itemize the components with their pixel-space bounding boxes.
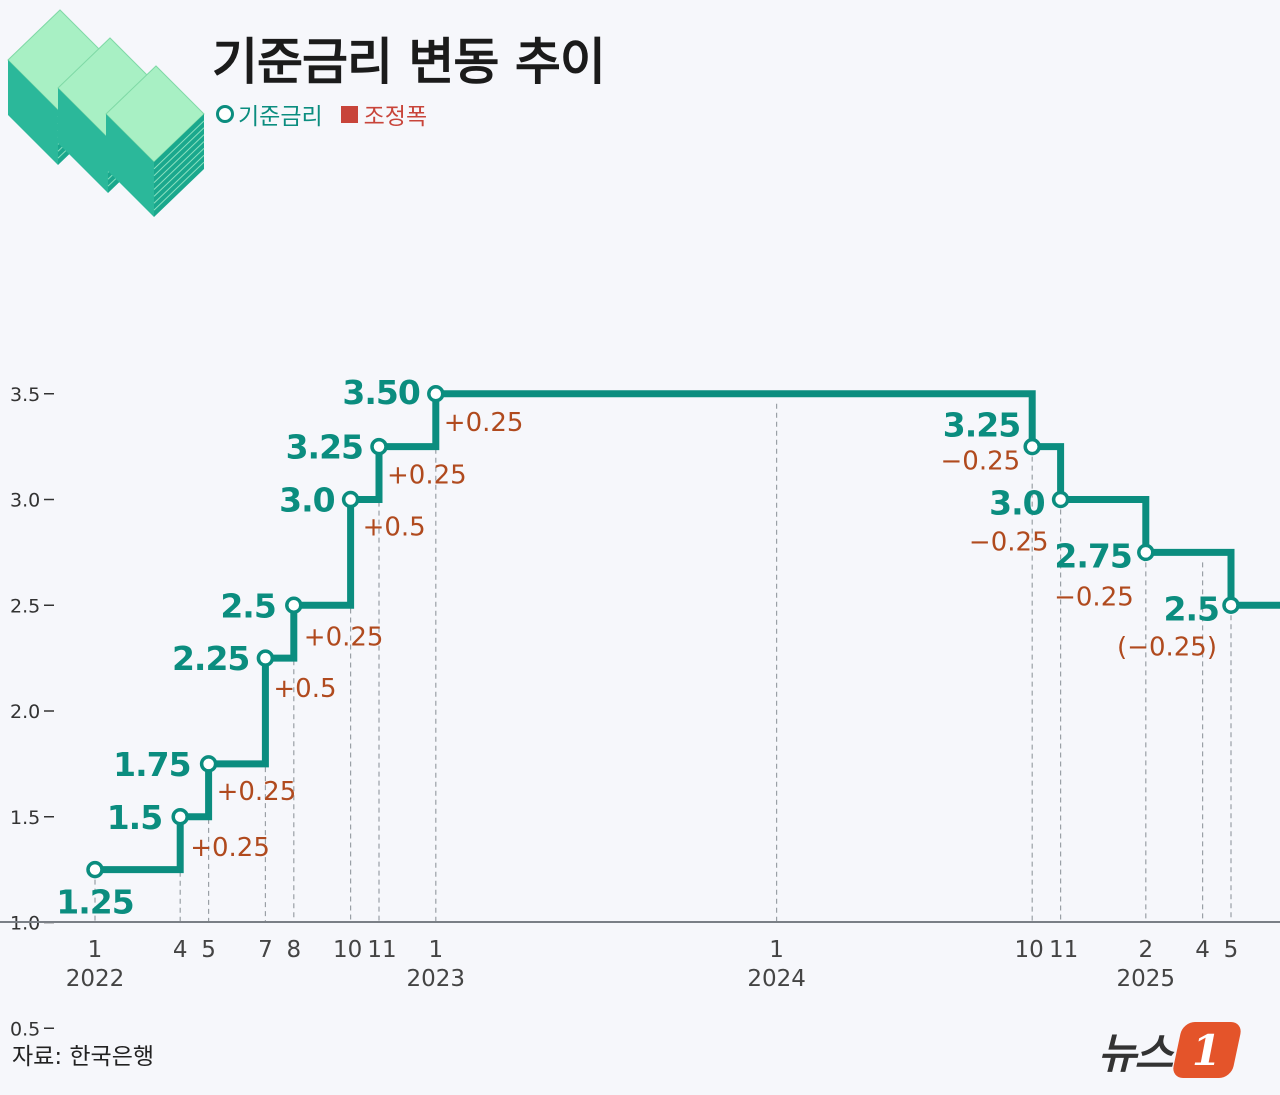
rate-value-label: 3.50: [342, 373, 419, 412]
news1-logo: 뉴스 1: [1098, 1018, 1244, 1082]
axes: 3.53.02.52.01.51.00.51457810111110112457…: [0, 384, 1280, 1040]
x-month-label: 10: [1015, 937, 1044, 963]
x-month-label: 5: [201, 937, 216, 963]
rate-value-label: 2.5: [220, 586, 275, 625]
legend: 기준금리 조정폭: [216, 98, 427, 130]
money-edge: [153, 141, 205, 190]
y-tick-label: 1.0: [10, 913, 40, 935]
rate-value-label: 3.25: [286, 428, 363, 467]
logo-badge: 1: [1171, 1022, 1244, 1078]
rate-point: [341, 490, 360, 509]
x-month-label: 5: [1224, 937, 1239, 963]
rate-point: [199, 755, 218, 773]
rate-legend-marker: [216, 105, 234, 123]
logo-badge-text: 1: [1192, 1025, 1222, 1075]
rate-value-label: 3.0: [989, 484, 1044, 523]
money-edge: [153, 127, 205, 177]
y-tick-label: 3.5: [10, 384, 40, 406]
rate-point: [370, 437, 388, 456]
adjustment-label: −0.25: [941, 447, 1021, 477]
x-month-label: 7: [258, 937, 273, 963]
x-year-label: 2022: [66, 966, 125, 992]
rate-value-label: 3.25: [943, 406, 1020, 445]
adjustment-label: −0.25: [969, 528, 1049, 558]
rate-value-label: 1.75: [113, 745, 190, 784]
adjustment-label: +0.25: [304, 622, 384, 652]
rate-value-label: 3.0: [279, 481, 334, 520]
legend-adjustment-label: 조정폭: [363, 104, 428, 130]
x-month-label: 4: [173, 937, 188, 963]
adjustment-label: +0.25: [190, 833, 270, 863]
y-tick-label: 2.5: [10, 595, 40, 617]
x-year-label: 2025: [1117, 966, 1176, 992]
x-month-label: 8: [286, 937, 301, 963]
rate-value-label: 2.25: [172, 639, 249, 678]
adjustment-label: +0.25: [387, 461, 467, 491]
rate-point: [285, 596, 303, 614]
x-month-label: 1: [88, 937, 103, 963]
x-month-label: 1: [769, 937, 784, 963]
money-side: [8, 60, 58, 165]
x-month-label: 2: [1138, 937, 1153, 963]
x-month-label: 1: [428, 937, 443, 963]
legend-rate-label: 기준금리: [238, 104, 323, 130]
x-year-label: 2024: [747, 966, 806, 992]
logo-text: 뉴스: [1098, 1028, 1173, 1078]
rate-point: [1023, 437, 1041, 456]
money-edge: [153, 154, 205, 204]
rate-value-label: 2.5: [1164, 589, 1219, 628]
y-tick-label: 3.0: [10, 490, 40, 512]
x-month-label: 11: [1049, 937, 1078, 963]
grid-lines: [94, 403, 1232, 922]
data-labels: 1.25 1.5 +0.25 1.75 +0.25 2.25 +0.5 2.5 +0.25 3.0…: [56, 373, 1220, 922]
adjustment-label: (−0.25): [1117, 632, 1217, 662]
x-month-label: 4: [1195, 937, 1210, 963]
money-edge: [153, 161, 205, 211]
rate-point: [1137, 543, 1155, 562]
money-side: [58, 88, 108, 193]
rate-point: [86, 860, 104, 879]
rate-point: [1222, 596, 1240, 614]
money-edge: [153, 148, 205, 197]
rate-point: [171, 808, 189, 826]
x-year-label: 2023: [407, 966, 466, 992]
rate-point: [427, 385, 445, 403]
y-tick-label: 0.5: [10, 1018, 40, 1040]
rate-point: [256, 649, 275, 667]
y-tick-label: 1.5: [10, 807, 40, 829]
adjustment-legend-marker: [340, 105, 358, 123]
rate-value-label: 2.75: [1054, 536, 1131, 575]
adjustment-label: +0.5: [363, 513, 426, 543]
rate-series: [86, 385, 1280, 879]
rate-point: [1051, 490, 1070, 509]
adjustment-label: −0.25: [1054, 582, 1134, 612]
adjustment-label: +0.5: [273, 674, 336, 704]
page-title: 기준금리 변동 추이: [212, 33, 606, 91]
x-month-label: 11: [367, 937, 396, 963]
money-side: [106, 114, 154, 217]
adjustment-label: +0.25: [444, 408, 524, 438]
adjustment-label: +0.25: [217, 777, 297, 807]
rate-value-label: 1.5: [107, 798, 162, 837]
money-stack-icon: [7, 9, 205, 217]
rate-step-line: [95, 390, 1280, 874]
rate-value-label: 1.25: [56, 883, 133, 922]
money-edge: [153, 120, 205, 170]
money-edge: [153, 134, 205, 183]
y-tick-label: 2.0: [10, 701, 40, 723]
x-month-label: 10: [333, 937, 362, 963]
source-note: 자료: 한국은행: [12, 1044, 155, 1070]
